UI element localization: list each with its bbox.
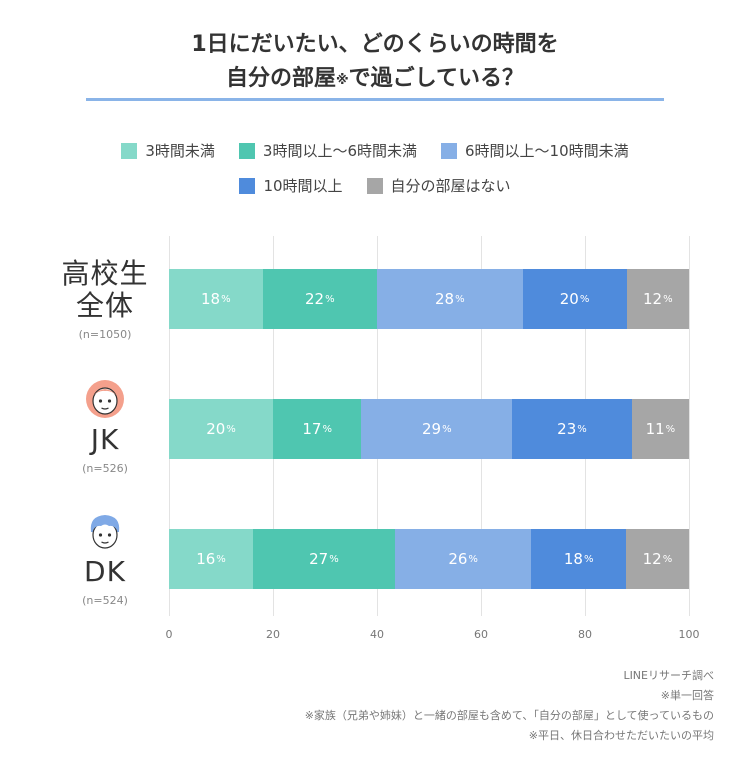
note-source: LINEリサーチ調べ: [623, 669, 714, 682]
gridline-100: [689, 236, 690, 616]
legend-swatch-none: [366, 177, 383, 194]
x-tick-label-80: 80: [578, 628, 592, 641]
footnotes: LINEリサーチ調べ ※単一回答 ※家族（兄弟や姉妹）と一緒の部屋も含めて、「自…: [305, 666, 714, 746]
data-label-value: 28: [434, 290, 455, 308]
legend-row-1: 3時間未満 3時間以上〜6時間未満 6時間以上〜10時間未満: [0, 140, 750, 161]
legend-item-under3: 3時間未満: [121, 140, 215, 161]
boy-face-icon: [90, 515, 120, 549]
data-label-value: 18: [563, 550, 583, 568]
bar-segment-dk-6to10: 26%: [394, 529, 532, 589]
title-line-2-end: で過ごしている？: [348, 66, 524, 91]
data-label-percent: %: [468, 553, 478, 565]
title-line-2: 自分の部屋※で過ごしている？: [0, 62, 750, 96]
data-label-value: 18: [200, 290, 221, 308]
bar-segment-all-3to6: 22%: [262, 269, 377, 329]
data-label-value: 27: [309, 550, 329, 568]
legend-label-3to6: 3時間以上〜6時間未満: [262, 142, 417, 160]
data-label-percent: %: [216, 553, 226, 565]
legend-label-over10: 10時間以上: [263, 177, 343, 195]
x-tick-label-100: 100: [678, 628, 700, 641]
data-label-percent: %: [325, 293, 335, 305]
data-label-value: 26: [448, 550, 468, 568]
data-label-percent: %: [226, 423, 236, 435]
data-label-percent: %: [665, 423, 676, 435]
data-label-percent: %: [322, 423, 332, 435]
legend-label-under3: 3時間未満: [145, 142, 215, 160]
sample-size-jk: (n=526): [82, 462, 128, 475]
data-label-value: 16: [196, 550, 216, 568]
legend-swatch-6to10: [441, 142, 457, 159]
title-underline: [86, 98, 664, 101]
legend-row-2: 10時間以上 自分の部屋はない: [0, 175, 750, 196]
girl-face-icon: [86, 380, 124, 418]
bar-segment-jk-under3: 20%: [169, 399, 273, 459]
note-average: ※平日、休日合わせただいたいの平均: [528, 729, 714, 742]
bar-row-jk: 20% 17% 29% 23% 11%: [169, 399, 689, 459]
data-label-percent: %: [455, 293, 465, 305]
legend-swatch-over10: [239, 177, 256, 194]
data-label-value: 23: [557, 420, 577, 438]
data-label-percent: %: [329, 553, 339, 565]
category-name-all-line-2: 全体: [75, 289, 134, 322]
bar-segment-dk-none: 12%: [625, 529, 689, 589]
note-single-answer: ※単一回答: [660, 689, 714, 702]
bar-segment-jk-over10: 23%: [512, 399, 632, 459]
data-label-value: 29: [421, 420, 442, 438]
bar-row-all: 18% 22% 28% 20% 12%: [169, 269, 689, 329]
bar-segment-all-none: 12%: [626, 269, 689, 329]
category-name-jk: JK: [90, 423, 120, 456]
title-footnote-mark: ※: [336, 73, 349, 88]
legend-label-6to10: 6時間以上〜10時間未満: [465, 142, 629, 160]
sample-size-all: (n=1050): [78, 328, 132, 341]
legend-item-over10: 10時間以上: [239, 175, 343, 196]
category-label-jk: JK (n=526): [50, 378, 160, 475]
bar-segment-dk-under3: 16%: [169, 529, 254, 589]
legend-label-none: 自分の部屋はない: [390, 177, 511, 195]
category-label-dk: DK (n=524): [50, 510, 160, 607]
data-label-percent: %: [577, 423, 587, 435]
title-line-1: 1日にだいたい、どのくらいの時間を: [191, 32, 559, 57]
x-tick-label-40: 40: [370, 628, 384, 641]
data-label-percent: %: [663, 293, 673, 305]
bar-segment-dk-3to6: 27%: [253, 529, 395, 589]
legend-item-6to10: 6時間以上〜10時間未満: [441, 140, 629, 161]
data-label-value: 12: [642, 290, 663, 308]
title-line-2-main: 自分の部屋: [226, 66, 337, 91]
category-label-all: 高校生 全体 (n=1050): [50, 257, 160, 342]
legend-item-none: 自分の部屋はない: [366, 175, 511, 196]
legend-item-3to6: 3時間以上〜6時間未満: [238, 140, 417, 161]
bar-segment-all-6to10: 28%: [376, 269, 523, 329]
x-tick-label-60: 60: [474, 628, 488, 641]
data-label-value: 12: [642, 550, 662, 568]
legend-swatch-3to6: [238, 142, 255, 159]
data-label-percent: %: [221, 293, 231, 305]
data-label-value: 17: [302, 420, 322, 438]
sample-size-dk: (n=524): [82, 594, 128, 607]
data-label-value: 11: [645, 420, 665, 438]
note-room-definition: ※家族（兄弟や姉妹）と一緒の部屋も含めて、「自分の部屋」として使っているもの: [304, 709, 714, 722]
data-label-value: 20: [559, 290, 579, 308]
data-label-percent: %: [662, 553, 673, 565]
bar-segment-jk-6to10: 29%: [361, 399, 513, 459]
data-label-percent: %: [442, 423, 452, 435]
bar-segment-jk-3to6: 17%: [273, 399, 362, 459]
data-label-percent: %: [579, 293, 590, 305]
bar-row-dk: 16% 27% 26% 18% 12%: [169, 529, 689, 589]
x-tick-label-0: 0: [165, 628, 173, 641]
bar-segment-dk-over10: 18%: [531, 529, 626, 589]
data-label-value: 22: [304, 290, 325, 308]
data-label-percent: %: [583, 553, 594, 565]
bar-segment-all-under3: 18%: [169, 269, 263, 329]
category-name-all-line-1: 高校生: [61, 257, 149, 290]
x-tick-label-20: 20: [266, 628, 280, 641]
legend-swatch-under3: [121, 142, 138, 159]
bar-segment-all-over10: 20%: [522, 269, 627, 329]
category-name-dk: DK: [84, 555, 126, 588]
bar-segment-jk-none: 11%: [631, 399, 689, 459]
data-label-value: 20: [206, 420, 226, 438]
chart-title: 1日にだいたい、どのくらいの時間を 自分の部屋※で過ごしている？: [0, 28, 750, 96]
